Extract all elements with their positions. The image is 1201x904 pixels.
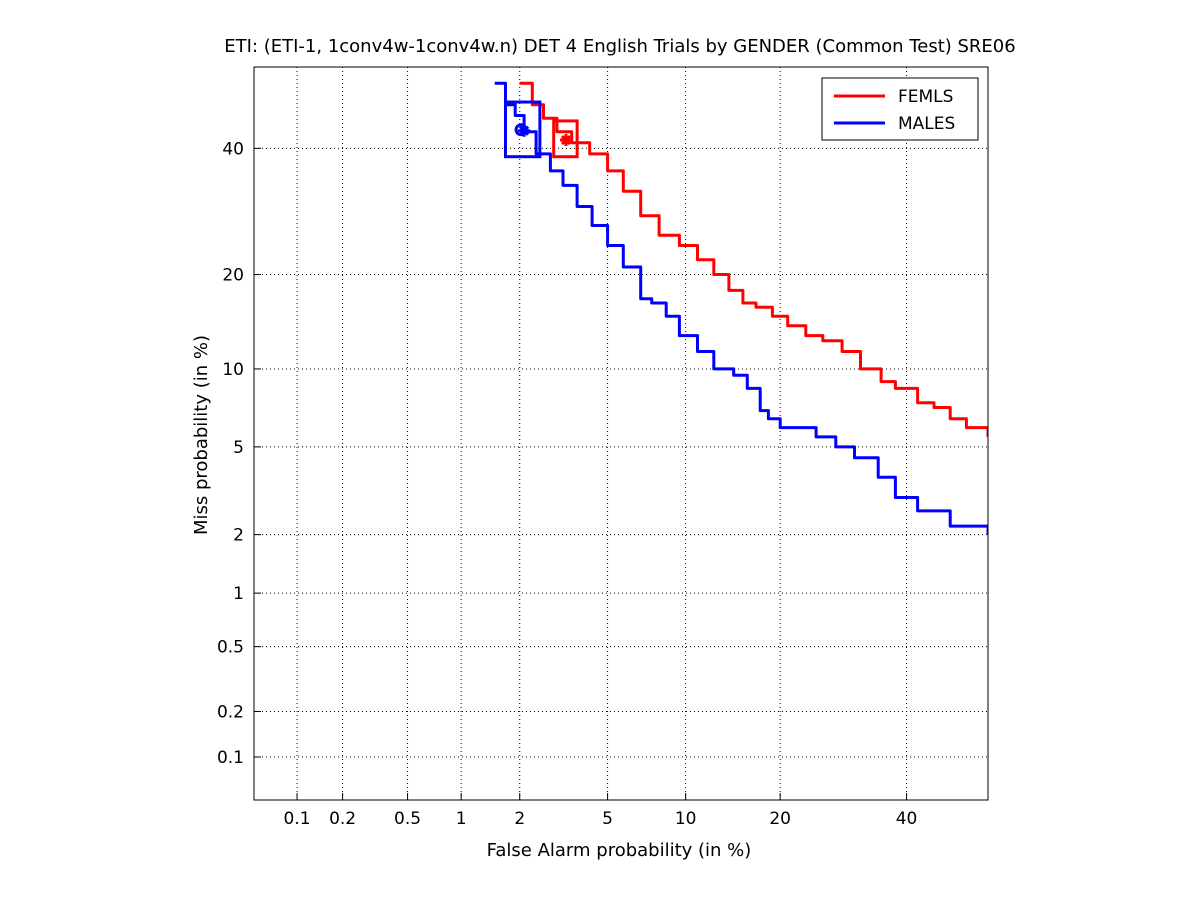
act-dcf-box-femls xyxy=(552,119,579,159)
min-dcf-marker-femls xyxy=(559,134,572,147)
x-tick-label: 40 xyxy=(896,809,918,829)
plot-area xyxy=(253,66,989,801)
y-tick-label: 20 xyxy=(222,266,244,286)
x-tick-label: 10 xyxy=(675,809,697,829)
legend-label-femls: FEMLS xyxy=(898,87,953,107)
legend-label-males: MALES xyxy=(898,114,955,134)
y-tick-label: 10 xyxy=(222,360,244,380)
x-tick-label: 5 xyxy=(602,809,613,829)
y-tick-label: 0.5 xyxy=(217,638,244,658)
series-femls xyxy=(519,81,988,437)
min-dcf-marker-males xyxy=(518,124,531,137)
grid xyxy=(254,67,988,800)
y-axis-label: Miss probability (in %) xyxy=(191,335,212,535)
x-axis-label: False Alarm probability (in %) xyxy=(487,840,752,861)
y-tick-label: 2 xyxy=(233,526,244,546)
series-line-femls xyxy=(519,81,988,437)
x-tick-label: 0.5 xyxy=(394,809,421,829)
tick-layer: 0.1 0.2 0.5 1 2 5 10 20 40 0.1 0.2 0.5 1 2 5 10 20 40 xyxy=(217,139,917,829)
series-layer xyxy=(494,81,988,535)
legend-box xyxy=(821,77,979,141)
x-tick-label: 1 xyxy=(456,809,467,829)
y-tick-label: 5 xyxy=(233,438,244,458)
y-tick-label: 1 xyxy=(233,584,244,604)
x-tick-label: 0.1 xyxy=(284,809,311,829)
legend: FEMLS MALES xyxy=(821,77,979,141)
chart-title: ETI: (ETI-1, 1conv4w-1conv4w.n) DET 4 En… xyxy=(224,36,1015,57)
y-tick-label: 0.1 xyxy=(217,748,244,768)
y-tick-label: 0.2 xyxy=(217,703,244,723)
x-tick-label: 2 xyxy=(514,809,525,829)
series-line-males xyxy=(494,81,988,535)
act-dcf-box-males xyxy=(503,100,542,159)
x-tick-label: 0.2 xyxy=(329,809,356,829)
x-tick-label: 20 xyxy=(769,809,791,829)
y-tick-label: 40 xyxy=(222,139,244,159)
series-males xyxy=(494,81,988,535)
